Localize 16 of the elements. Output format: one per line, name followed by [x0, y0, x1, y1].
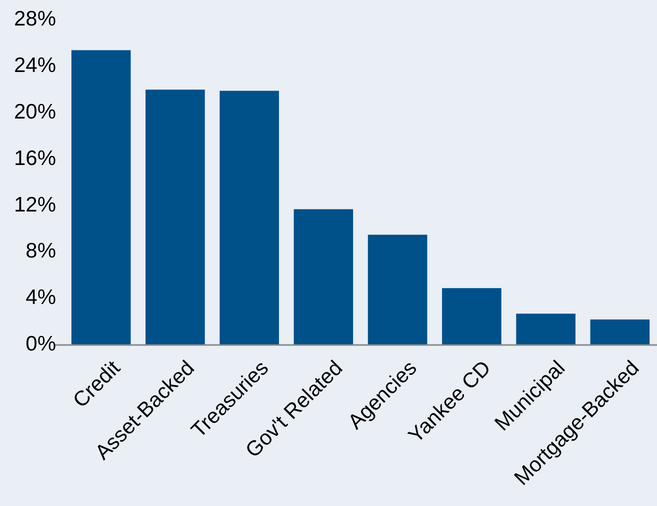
bar [294, 209, 354, 345]
bar [516, 314, 576, 345]
y-tick-label: 16% [14, 146, 56, 170]
y-tick-label: 0% [26, 332, 56, 356]
y-tick-label: 24% [14, 54, 56, 77]
bar [590, 319, 650, 345]
bar [442, 288, 502, 345]
bar [71, 50, 131, 345]
y-tick-label: 28% [14, 8, 56, 31]
y-tick-label: 12% [14, 193, 56, 216]
bar [220, 90, 279, 345]
bar [146, 90, 205, 345]
bar [368, 234, 428, 345]
y-tick-label: 8% [26, 240, 56, 263]
y-tick-label: 20% [14, 100, 56, 124]
y-tick-label: 4% [26, 286, 56, 310]
